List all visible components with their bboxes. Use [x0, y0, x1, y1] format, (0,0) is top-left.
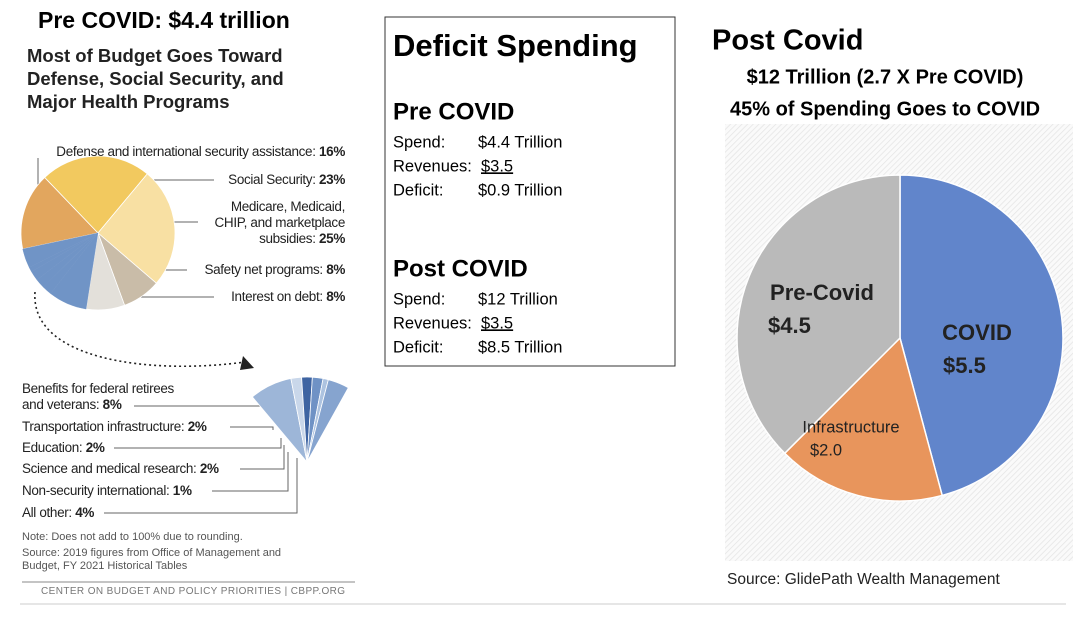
value-label: 2% — [187, 419, 207, 434]
source: Source: GlidePath Wealth Management — [727, 571, 1001, 588]
slice-label: Medicare, Medicaid, CHIP, and marketplac… — [195, 199, 346, 247]
chart-subtitle: Defense, Social Security, and — [27, 68, 284, 89]
breakout-slice — [306, 379, 349, 463]
row-label: Spend: — [393, 133, 445, 151]
slice-label: Science and medical research: 2% — [22, 461, 219, 477]
chart-subtitle: Most of Budget Goes Toward — [27, 45, 283, 66]
slice-label: Interest on debt: 8% — [231, 289, 345, 305]
category-label: Social Security: — [228, 172, 316, 187]
slice-value-label: $2.0 — [810, 441, 842, 459]
deficit-box — [384, 16, 676, 367]
row-value: $8.5 Trillion — [478, 338, 562, 356]
chart-title: Post Covid — [712, 25, 863, 57]
chart-subtitle: Major Health Programs — [27, 91, 230, 112]
slice-category-label: COVID — [942, 320, 1012, 345]
pie-slice — [97, 173, 176, 284]
category-label: Safety net programs: — [204, 262, 323, 277]
section-heading: Pre COVID — [393, 98, 514, 125]
pie-slice — [44, 155, 148, 234]
slice-label: Transportation infrastructure: 2% — [22, 419, 207, 435]
slice-value-label: $4.5 — [768, 313, 811, 338]
footer-box: CENTER ON BUDGET AND POLICY PRIORITIES |… — [41, 585, 345, 598]
value-label: 23% — [319, 172, 345, 187]
row-value: $3.5 — [481, 157, 513, 175]
note-box: Note: Does not add to 100% due to roundi… — [22, 531, 342, 544]
value-label: 2% — [199, 461, 219, 476]
chart-subtitle: $12 Trillion (2.7 X Pre COVID) — [747, 66, 1024, 88]
category-label: Medicare, Medicaid, CHIP, and marketplac… — [214, 199, 346, 246]
category-label: All other: — [22, 505, 72, 520]
row-value: $4.4 Trillion — [478, 133, 562, 151]
pie-slice — [783, 336, 944, 502]
pie-slice — [899, 174, 1064, 497]
slice-label: Benefits for federal retirees and vetera… — [22, 381, 197, 413]
value-label: 25% — [319, 231, 345, 246]
slice-label: Defense and international security assis… — [56, 144, 345, 160]
category-label: Education: — [22, 440, 83, 455]
value-label: 2% — [85, 440, 105, 455]
note: Note: Does not add to 100% due to roundi… — [22, 531, 243, 543]
pie-slice — [20, 176, 99, 250]
category-label: Interest on debt: — [231, 289, 323, 304]
category-label: Transportation infrastructure: — [22, 419, 185, 434]
slice-label: All other: 4% — [22, 505, 94, 521]
row-label: Deficit: — [393, 181, 443, 199]
row-value: $0.9 Trillion — [478, 181, 562, 199]
section-heading: Post COVID — [393, 255, 528, 282]
arrow-head — [240, 356, 254, 370]
value-label: 8% — [102, 397, 122, 412]
row-label: Deficit: — [393, 338, 443, 356]
row-value: $3.5 — [481, 314, 513, 332]
value-label: 8% — [326, 262, 345, 277]
slice-value-label: $5.5 — [943, 353, 986, 378]
slice-category-label: Pre-Covid — [770, 280, 874, 305]
box-title: Deficit Spending — [393, 28, 638, 63]
footer: CENTER ON BUDGET AND POLICY PRIORITIES |… — [41, 586, 346, 597]
chart-subtitle: 45% of Spending Goes to COVID — [730, 98, 1040, 120]
slice-label: Non-security international: 1% — [22, 483, 192, 499]
value-label: 8% — [326, 289, 345, 304]
row-value: $12 Trillion — [478, 290, 558, 308]
slice-category-label: Infrastructure — [802, 418, 899, 436]
category-label: Defense and international security assis… — [56, 144, 316, 159]
row-label: Revenues: — [393, 157, 472, 175]
pie-slice — [736, 174, 901, 455]
category-label: Non-security international: — [22, 483, 170, 498]
source-box: Source: 2019 figures from Office of Mana… — [22, 547, 312, 573]
category-label: Science and medical research: — [22, 461, 197, 476]
slice-label: Education: 2% — [22, 440, 105, 456]
row-label: Spend: — [393, 290, 445, 308]
pie-slice — [22, 232, 99, 268]
chart-title: Pre COVID: $4.4 trillion — [38, 7, 290, 33]
slice-label: Social Security: 23% — [228, 172, 345, 188]
value-label: 16% — [319, 144, 345, 159]
slice-label: Safety net programs: 8% — [204, 262, 345, 278]
source: Source: 2019 figures from Office of Mana… — [22, 547, 282, 572]
value-label: 1% — [172, 483, 192, 498]
row-label: Revenues: — [393, 314, 472, 332]
value-label: 4% — [75, 505, 94, 520]
category-label: Benefits for federal retirees and vetera… — [22, 381, 174, 412]
